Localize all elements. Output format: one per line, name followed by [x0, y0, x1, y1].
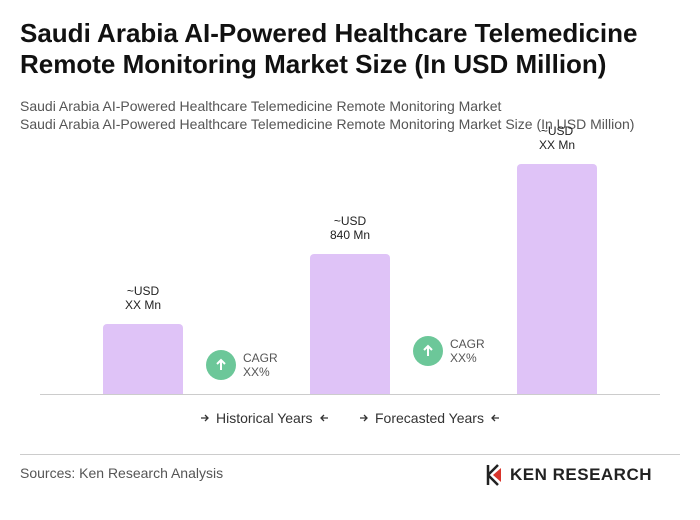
legend-item: Forecasted Years [359, 410, 500, 426]
chart-title: Saudi Arabia AI-Powered Healthcare Telem… [20, 18, 638, 79]
legend-label: Historical Years [216, 410, 313, 426]
legend-label: Forecasted Years [375, 410, 484, 426]
cagr-icon [413, 336, 443, 366]
bar [517, 164, 597, 394]
chart-subtitle: Saudi Arabia AI-Powered Healthcare Telem… [20, 98, 502, 114]
baseline [40, 394, 660, 395]
legend-item: Historical Years [200, 410, 329, 426]
data-label: ~USD 840 Mn [329, 214, 371, 242]
source-note: Sources: Ken Research Analysis [20, 465, 224, 481]
data-label: ~USD XX Mn [124, 284, 161, 312]
cagr-label: CAGR XX% [450, 337, 485, 365]
logo-text: KEN RESEARCH [510, 465, 653, 484]
arrow-icon [319, 414, 328, 422]
divider [20, 454, 680, 455]
arrow-icon [201, 414, 209, 422]
logo-icon [486, 464, 501, 486]
data-label: ~USD XX Mn [538, 124, 575, 152]
cagr-icon [206, 350, 236, 380]
cagr-label: CAGR XX% [243, 351, 278, 379]
chart-subtitle: Saudi Arabia AI-Powered Healthcare Telem… [20, 116, 635, 132]
arrow-up [216, 358, 226, 370]
bar [103, 324, 183, 394]
arrow-up [423, 344, 433, 356]
arrow-icon [360, 414, 368, 422]
bar [310, 254, 390, 394]
arrow-icon [491, 414, 499, 422]
